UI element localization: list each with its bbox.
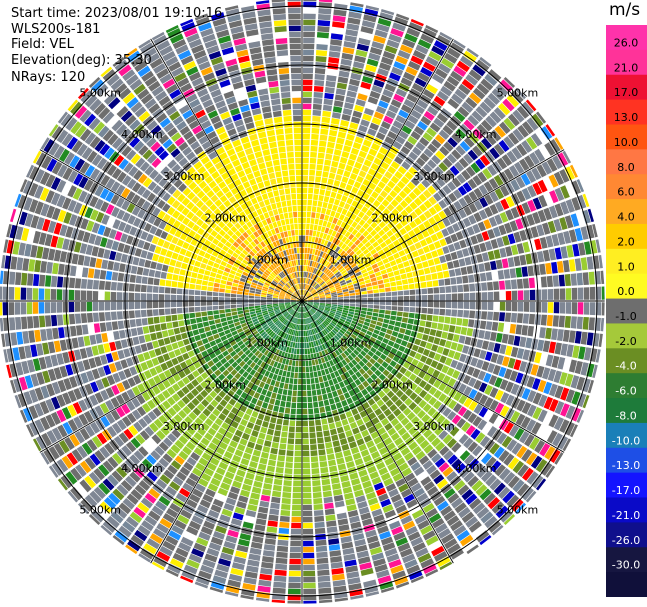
range-label: 4.00km	[455, 128, 497, 141]
range-label: 5.00km	[497, 504, 539, 517]
colorbar-tick: 21.0	[614, 61, 639, 74]
range-label: 1.00km	[246, 253, 288, 266]
colorbar-segment	[606, 497, 647, 523]
range-label: 1.00km	[330, 253, 372, 266]
nrays-text: NRays: 120	[11, 70, 86, 85]
colorbar-segment	[606, 74, 647, 101]
colorbar-tick: 0.0	[617, 285, 635, 298]
range-label: 5.00km	[79, 86, 121, 99]
range-label: 1.00km	[330, 337, 372, 350]
colorbar-tick: 6.0	[617, 186, 635, 199]
colorbar-tick: -26.0	[612, 534, 640, 547]
field-text: Field: VEL	[11, 37, 74, 52]
colorbar-segment	[606, 248, 647, 275]
range-label: 2.00km	[371, 378, 413, 391]
range-label: 3.00km	[163, 420, 205, 433]
colorbar-segment	[606, 522, 647, 548]
colorbar-tick: -13.0	[612, 459, 640, 472]
colorbar-segment	[606, 398, 647, 424]
instrument-text: WLS200s-181	[11, 22, 101, 37]
colorbar-tick: -21.0	[612, 509, 640, 522]
colorbar-segment	[606, 547, 647, 573]
colorbar-segment	[606, 472, 647, 499]
colorbar-tick: -4.0	[615, 360, 636, 373]
ppi-scan-plot: 1.00km 1.00km 1.00km 1.00km 2.00km 2.00km 2.00…	[0, 0, 605, 604]
range-label: 1.00km	[246, 337, 288, 350]
colorbar-segment	[606, 447, 647, 474]
colorbar-tick: 8.0	[617, 161, 635, 174]
colorbar-unit: m/s	[609, 0, 641, 20]
start-time-text: Start time: 2023/08/01 19:10:16	[11, 6, 223, 21]
colorbar-segment	[606, 572, 647, 597]
elevation-text: Elevation(deg): 35.30	[11, 53, 152, 68]
range-labels: 1.00km 1.00km 1.00km 1.00km 2.00km 2.00km 2.00…	[79, 86, 538, 516]
colorbar-tick: -2.0	[615, 335, 636, 348]
range-label: 3.00km	[413, 170, 455, 183]
range-label: 4.00km	[455, 462, 497, 475]
colorbar-tick: 2.0	[617, 235, 635, 248]
colorbar-tick: -6.0	[615, 385, 636, 398]
colorbar-segment	[606, 223, 647, 250]
colorbar-segment	[606, 273, 647, 300]
colorbar-tick: 4.0	[617, 211, 635, 224]
range-label: 4.00km	[121, 462, 163, 475]
colorbar-segment	[606, 348, 647, 374]
colorbar-segment	[606, 149, 647, 175]
colorbar-tick: 13.0	[614, 111, 639, 124]
range-label: 4.00km	[121, 128, 163, 141]
velocity-colorbar: 26.0 21.0 17.0 13.0 10.0 8.0 6.0 4.0 2.0 1.0 0.0 -1…	[606, 25, 647, 597]
colorbar-tick: -8.0	[615, 409, 636, 422]
colorbar-segment	[606, 373, 647, 399]
range-label: 2.00km	[371, 212, 413, 225]
colorbar-tick: -30.0	[612, 559, 640, 572]
colorbar-tick: -10.0	[612, 434, 640, 447]
range-grid	[0, 0, 605, 604]
colorbar-segment	[606, 99, 647, 125]
colorbar-tick: 17.0	[614, 86, 639, 99]
colorbar-tick: 1.0	[617, 260, 635, 273]
range-label: 2.00km	[205, 378, 247, 391]
colorbar-segment	[606, 49, 647, 76]
colorbar-tick: 26.0	[614, 36, 639, 49]
colorbar-segment	[606, 25, 647, 51]
range-label: 5.00km	[497, 86, 539, 99]
colorbar-segment	[606, 422, 647, 449]
colorbar-segment	[606, 199, 647, 225]
colorbar-tick: -17.0	[612, 484, 640, 497]
range-label: 3.00km	[413, 420, 455, 433]
colorbar-segment	[606, 124, 647, 150]
radial-velocity-field	[0, 0, 605, 604]
colorbar-segment	[606, 298, 647, 324]
colorbar-segment	[606, 323, 647, 349]
range-label: 5.00km	[79, 504, 121, 517]
colorbar-segment	[606, 174, 647, 200]
range-label: 2.00km	[205, 212, 247, 225]
range-label: 3.00km	[163, 170, 205, 183]
colorbar-tick: -1.0	[615, 310, 636, 323]
colorbar-tick: 10.0	[614, 136, 639, 149]
